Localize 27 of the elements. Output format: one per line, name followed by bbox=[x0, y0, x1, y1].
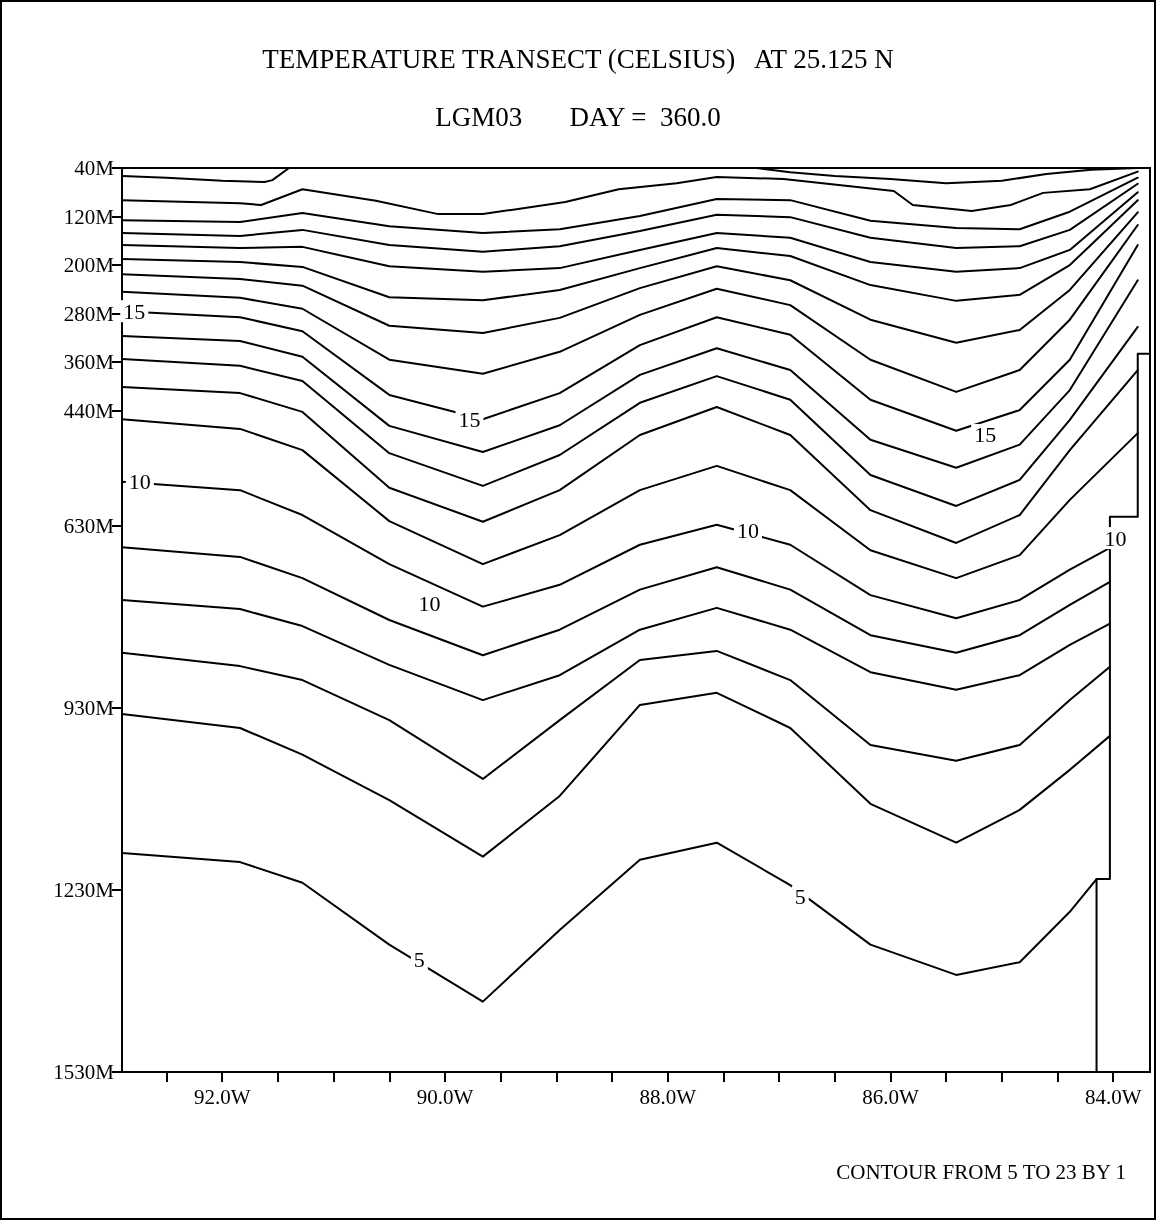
annotation: 5 bbox=[413, 947, 425, 973]
text: CONTOUR FROM 5 TO 23 BY 1 bbox=[836, 1159, 1126, 1184]
y-tick-label: 120M bbox=[63, 204, 115, 229]
y-tick-label: 1230M bbox=[53, 877, 115, 902]
y-tick-label: 630M bbox=[63, 513, 115, 538]
annotation: 10 bbox=[1104, 525, 1127, 551]
annotation: 10 bbox=[418, 590, 441, 616]
chart-title: TEMPERATURE TRANSECT (CELSIUS) AT 25.125 N bbox=[262, 43, 894, 74]
y-tick-label: 280M bbox=[63, 301, 115, 326]
x-tick-label: 90.0W bbox=[416, 1084, 474, 1109]
annotation: 15 bbox=[458, 407, 481, 433]
annotation: 15 bbox=[123, 298, 146, 324]
y-tick-label: 200M bbox=[63, 253, 115, 278]
x-tick-label: 88.0W bbox=[639, 1084, 697, 1109]
y-tick-label: 1530M bbox=[53, 1060, 115, 1084]
y-tick-label: 930M bbox=[63, 695, 115, 720]
x-tick-label: 84.0W bbox=[1084, 1084, 1142, 1109]
annotation: 10 bbox=[128, 469, 151, 495]
chart-subtitle: LGM03 DAY = 360.0 bbox=[435, 101, 721, 132]
annotation: 10 bbox=[736, 517, 759, 543]
x-tick-label: 92.0W bbox=[193, 1084, 251, 1109]
y-tick-label: 360M bbox=[63, 350, 115, 375]
annotation: 5 bbox=[794, 884, 806, 910]
y-tick-label: 440M bbox=[63, 398, 115, 423]
annotation: 15 bbox=[974, 422, 997, 448]
y-tick-label: 40M bbox=[74, 156, 115, 180]
x-tick-label: 86.0W bbox=[862, 1084, 919, 1109]
